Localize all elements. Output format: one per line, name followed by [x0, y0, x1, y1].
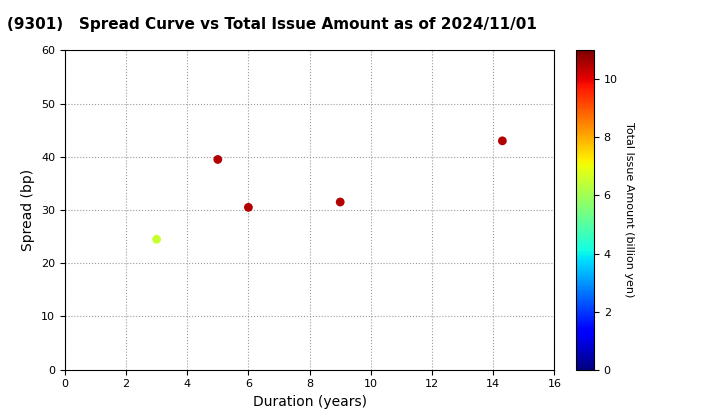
Text: (9301)   Spread Curve vs Total Issue Amount as of 2024/11/01: (9301) Spread Curve vs Total Issue Amoun… [7, 17, 537, 32]
Point [151, 236, 163, 243]
Point [243, 204, 254, 211]
Y-axis label: Total Issue Amount (billion yen): Total Issue Amount (billion yen) [624, 122, 634, 298]
Point [212, 156, 224, 163]
Point [497, 137, 508, 144]
Point [334, 199, 346, 205]
Y-axis label: Spread (bp): Spread (bp) [22, 169, 35, 251]
X-axis label: Duration (years): Duration (years) [253, 395, 366, 409]
